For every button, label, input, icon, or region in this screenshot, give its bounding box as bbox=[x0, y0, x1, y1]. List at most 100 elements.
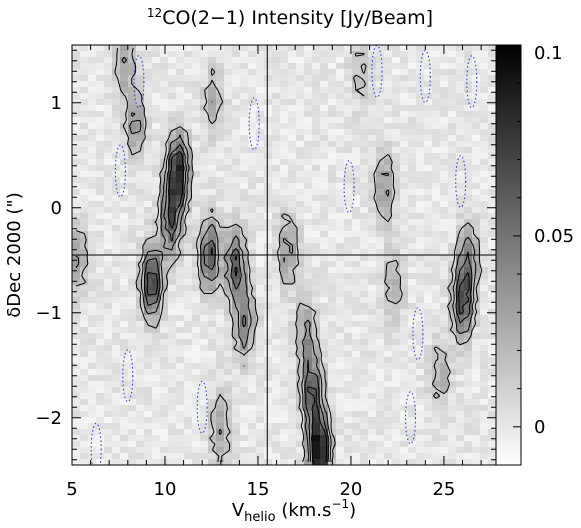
heatmap-cell bbox=[160, 129, 169, 136]
heatmap-cell bbox=[408, 381, 417, 388]
heatmap-cell bbox=[304, 105, 313, 112]
heatmap-cell bbox=[256, 291, 265, 298]
heatmap-cell bbox=[312, 309, 321, 316]
contour-segment bbox=[356, 86, 365, 91]
heatmap-cell bbox=[448, 351, 457, 358]
heatmap-cell bbox=[424, 51, 433, 58]
heatmap-cell bbox=[384, 219, 393, 226]
heatmap-cell bbox=[128, 285, 137, 292]
contour-segment bbox=[301, 335, 306, 343]
contour-segment bbox=[283, 213, 290, 217]
contour-segment bbox=[321, 425, 325, 430]
heatmap-cell bbox=[432, 183, 441, 190]
heatmap-cell bbox=[416, 381, 425, 388]
heatmap-cell bbox=[264, 225, 273, 232]
heatmap-cell bbox=[208, 231, 217, 238]
heatmap-cell bbox=[296, 309, 305, 316]
heatmap-cell bbox=[280, 249, 289, 256]
heatmap-cell bbox=[432, 351, 441, 358]
contour-segment bbox=[75, 255, 79, 259]
heatmap-cell bbox=[168, 165, 177, 172]
heatmap-cell bbox=[400, 45, 409, 52]
heatmap-cell bbox=[312, 447, 321, 454]
heatmap-cell bbox=[328, 99, 337, 106]
heatmap-cell bbox=[256, 45, 265, 52]
heatmap-cell bbox=[248, 417, 257, 424]
contour-segment bbox=[139, 149, 141, 152]
contour-segment bbox=[451, 275, 454, 282]
heatmap-cell bbox=[408, 333, 417, 340]
heatmap-cell bbox=[176, 147, 185, 154]
heatmap-cell bbox=[456, 75, 465, 82]
heatmap-cell bbox=[208, 105, 217, 112]
heatmap-cell bbox=[400, 333, 409, 340]
heatmap-cell bbox=[392, 135, 401, 142]
heatmap-cell bbox=[248, 369, 257, 376]
heatmap-cell bbox=[248, 447, 257, 454]
heatmap-cell bbox=[248, 141, 257, 148]
heatmap-cell bbox=[288, 105, 297, 112]
heatmap-cell bbox=[112, 273, 121, 280]
contour-segment bbox=[393, 191, 396, 199]
contour-segment bbox=[467, 287, 470, 293]
contour-segment bbox=[225, 437, 229, 442]
heatmap-cell bbox=[248, 117, 257, 124]
heatmap-cell bbox=[208, 93, 217, 100]
heatmap-cell bbox=[472, 135, 481, 142]
heatmap-cell bbox=[408, 231, 417, 238]
heatmap-cell bbox=[440, 237, 449, 244]
heatmap-cell bbox=[88, 321, 97, 328]
heatmap-cell bbox=[400, 105, 409, 112]
heatmap-cell bbox=[168, 45, 177, 52]
heatmap-cell bbox=[248, 243, 257, 250]
heatmap-cell bbox=[280, 369, 289, 376]
heatmap-cell bbox=[160, 279, 169, 286]
heatmap-cell bbox=[72, 387, 81, 394]
heatmap-cell bbox=[408, 159, 417, 166]
heatmap-cell bbox=[328, 159, 337, 166]
heatmap-cell bbox=[440, 249, 449, 256]
heatmap-cell bbox=[448, 225, 457, 232]
heatmap-cell bbox=[376, 63, 385, 70]
heatmap-cell bbox=[336, 99, 345, 106]
contour-segment bbox=[328, 407, 332, 415]
heatmap-cell bbox=[416, 231, 425, 238]
contour-segment bbox=[142, 299, 145, 307]
heatmap-cell bbox=[392, 111, 401, 118]
heatmap-cell bbox=[312, 267, 321, 274]
heatmap-cell bbox=[376, 411, 385, 418]
heatmap-cell bbox=[432, 363, 441, 370]
heatmap-cell bbox=[456, 69, 465, 76]
contour-segment bbox=[243, 323, 247, 328]
heatmap-cell bbox=[416, 291, 425, 298]
heatmap-cell bbox=[448, 333, 457, 340]
heatmap-cell bbox=[424, 153, 433, 160]
heatmap-cell bbox=[88, 243, 97, 250]
contour-segment bbox=[278, 239, 281, 247]
heatmap-cell bbox=[304, 219, 313, 226]
heatmap-cell bbox=[328, 375, 337, 382]
heatmap-cell bbox=[320, 57, 329, 64]
contour-segment bbox=[200, 221, 204, 229]
heatmap-cell bbox=[464, 345, 473, 352]
heatmap-cell bbox=[456, 171, 465, 178]
heatmap-cell bbox=[464, 369, 473, 376]
heatmap-cell bbox=[136, 75, 145, 82]
heatmap-cell bbox=[256, 87, 265, 94]
heatmap-cell bbox=[312, 369, 321, 376]
contour-segment bbox=[386, 262, 389, 265]
heatmap-cell bbox=[384, 399, 393, 406]
heatmap-cell bbox=[80, 405, 89, 412]
heatmap-cell bbox=[144, 291, 153, 298]
heatmap-cell bbox=[152, 249, 161, 256]
heatmap-cell bbox=[184, 309, 193, 316]
heatmap-cell bbox=[384, 357, 393, 364]
heatmap-cell bbox=[272, 357, 281, 364]
contour-segment bbox=[459, 341, 468, 346]
heatmap-cell bbox=[80, 363, 89, 370]
heatmap-cell bbox=[112, 51, 121, 58]
contour-segment bbox=[171, 155, 174, 159]
heatmap-cell bbox=[488, 117, 496, 124]
heatmap-cell bbox=[304, 123, 313, 130]
heatmap-cell bbox=[192, 177, 201, 184]
